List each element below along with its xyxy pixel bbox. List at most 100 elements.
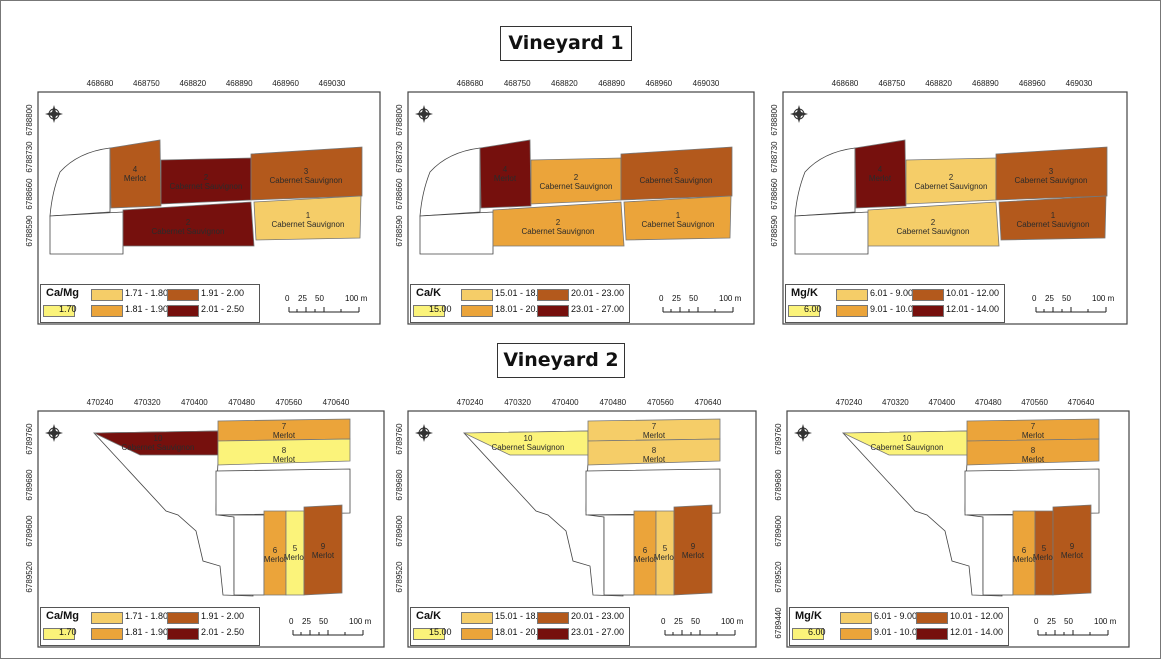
x-tick-label: 470480: [228, 398, 255, 407]
unsampled-parcel: [215, 468, 351, 516]
y-tick-label: 6789680: [25, 469, 34, 501]
x-tick-label: 468680: [832, 79, 859, 88]
x-tick-label: 470240: [87, 398, 114, 407]
legend-swatch: [537, 612, 569, 624]
map-panel: 470240 470320 470400 470480 470560 470640 6789…: [774, 398, 1130, 648]
plot-cultivar: Merlot: [654, 553, 677, 562]
vineyard-plot: [1052, 504, 1092, 596]
x-tick-label: 470560: [647, 398, 674, 407]
vineyard-plot: [303, 504, 343, 596]
map-panel: 468680 468750 468820 468890 468960 469030 6788…: [25, 79, 381, 325]
legend-label: 12.01 - 14.00: [946, 304, 1000, 314]
scale-label: 25: [302, 617, 311, 626]
legend-label: 20.01 - 23.00: [571, 288, 625, 298]
y-tick-label: 6788660: [25, 178, 34, 210]
unsampled-parcel: [794, 211, 869, 255]
scale-label: 100 m: [349, 617, 372, 626]
y-tick-label: 6788660: [770, 178, 779, 210]
legend-label: 6.00: [804, 304, 822, 314]
scale-label: 50: [689, 294, 698, 303]
x-tick-label: 469030: [319, 79, 346, 88]
plot-cultivar: Merlot: [264, 555, 287, 564]
legend-label: 18.01 - 20.00: [495, 304, 549, 314]
north-arrow-icon: [794, 424, 812, 442]
legend-swatch: [167, 305, 199, 317]
legend-swatch: [91, 628, 123, 640]
plot-number: 2: [556, 218, 561, 227]
x-tick-label: 470560: [275, 398, 302, 407]
unsampled-parcel: [585, 468, 721, 516]
vineyard-plot: [479, 139, 532, 209]
y-tick-label: 6788660: [395, 178, 404, 210]
plot-cultivar: Cabernet Sauvignon: [1015, 176, 1088, 185]
plot-cultivar: Cabernet Sauvignon: [492, 443, 565, 452]
plot-number: 5: [293, 544, 298, 553]
scale-label: 50: [319, 617, 328, 626]
plot-cultivar: Merlot: [312, 551, 335, 560]
map-panel: 468680 468750 468820 468890 468960 469030 6788…: [395, 79, 755, 325]
scale-label: 0: [661, 617, 666, 626]
y-tick-label: 6789600: [774, 515, 783, 547]
vineyard-plot: [587, 438, 721, 466]
legend-label: 18.01 - 20.00: [495, 627, 549, 637]
plot-number: 10: [903, 434, 912, 443]
legend-label: 1.81 - 1.90: [125, 304, 169, 314]
scale-label: 100 m: [1094, 617, 1117, 626]
north-arrow-icon: [45, 424, 63, 442]
x-tick-label: 470400: [928, 398, 955, 407]
legend-label: 1.71 - 1.80: [125, 611, 169, 621]
vineyard-plot: [620, 146, 733, 201]
plot-number: 2: [931, 218, 936, 227]
y-tick-label: 6788590: [770, 215, 779, 247]
scale-bar: 0 25 50 100 m: [285, 294, 375, 318]
legend-swatch: [91, 305, 123, 317]
x-tick-label: 468820: [925, 79, 952, 88]
legend-swatch: [916, 628, 948, 640]
legend-swatch: [912, 289, 944, 301]
y-tick-label: 6789440: [774, 607, 783, 639]
plot-number: 9: [691, 542, 696, 551]
plot-number: 8: [282, 446, 287, 455]
scale-label: 25: [672, 294, 681, 303]
scale-bar: 0 25 50 100 m: [289, 617, 379, 641]
scale-label: 100 m: [1092, 294, 1115, 303]
plot-cultivar: Merlot: [1033, 553, 1056, 562]
y-tick-label: 6789600: [25, 515, 34, 547]
x-tick-label: 470240: [457, 398, 484, 407]
y-tick-label: 6788800: [770, 104, 779, 136]
legend-label: 6.00: [808, 627, 826, 637]
unsampled-parcel: [964, 468, 1100, 516]
plot-number: 4: [503, 165, 508, 174]
scale-label: 50: [1062, 294, 1071, 303]
unsampled-parcel: [49, 211, 124, 255]
y-tick-label: 6789760: [25, 423, 34, 455]
y-tick-label: 6789760: [395, 423, 404, 455]
x-tick-label: 468820: [179, 79, 206, 88]
x-tick-label: 468750: [133, 79, 160, 88]
legend-swatch: [413, 628, 445, 640]
vineyard-2-title: Vineyard 2: [497, 343, 625, 378]
y-tick-label: 6788730: [395, 141, 404, 173]
y-tick-label: 6788590: [25, 215, 34, 247]
vineyard-plot: [995, 146, 1108, 201]
plot-cultivar: Cabernet Sauvignon: [1017, 220, 1090, 229]
plot-number: 3: [1049, 167, 1054, 176]
plot-number: 7: [652, 422, 657, 431]
y-tick-label: 6788730: [770, 141, 779, 173]
plot-number: 7: [1031, 422, 1036, 431]
map-panel: 470240 470320 470400 470480 470560 470640 6789…: [395, 398, 757, 648]
legend-label: 6.01 - 9.00: [874, 611, 918, 621]
legend-label: 15.01 - 18.00: [495, 611, 549, 621]
plot-cultivar: Cabernet Sauvignon: [871, 443, 944, 452]
legend-swatch: [43, 628, 75, 640]
scale-label: 0: [1034, 617, 1039, 626]
legend-swatch: [836, 305, 868, 317]
y-tick-label: 6789520: [25, 561, 34, 593]
scale-label: 50: [691, 617, 700, 626]
plot-cultivar: Cabernet Sauvignon: [897, 227, 970, 236]
x-tick-label: 470400: [552, 398, 579, 407]
plot-cultivar: Merlot: [643, 455, 666, 464]
legend-swatch: [537, 289, 569, 301]
legend-swatch: [167, 612, 199, 624]
x-tick-label: 468680: [457, 79, 484, 88]
